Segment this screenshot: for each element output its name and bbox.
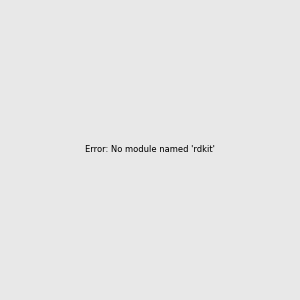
Text: Error: No module named 'rdkit': Error: No module named 'rdkit' [85, 146, 215, 154]
